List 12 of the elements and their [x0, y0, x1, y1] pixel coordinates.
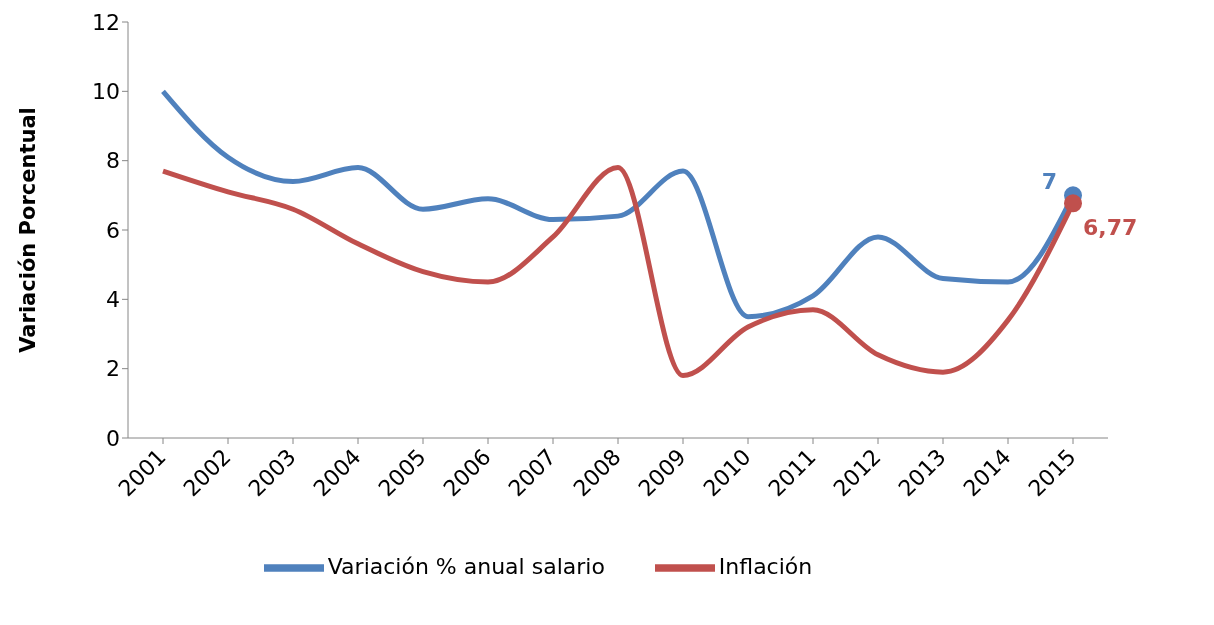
data-label: 6,77: [1083, 215, 1138, 241]
y-tick-label: 12: [92, 9, 120, 35]
y-tick-label: 0: [106, 425, 120, 451]
legend-label: Inflación: [718, 554, 813, 579]
data-label: 7: [1041, 169, 1057, 195]
y-tick-label: 10: [92, 79, 120, 105]
y-tick-label: 2: [106, 356, 120, 382]
y-tick-label: 4: [106, 287, 120, 313]
y-tick-label: 6: [106, 217, 120, 243]
legend-label: Variación % anual salario: [327, 554, 605, 579]
y-axis-title: Variación Porcentual: [16, 107, 41, 353]
y-tick-label: 8: [106, 148, 120, 174]
